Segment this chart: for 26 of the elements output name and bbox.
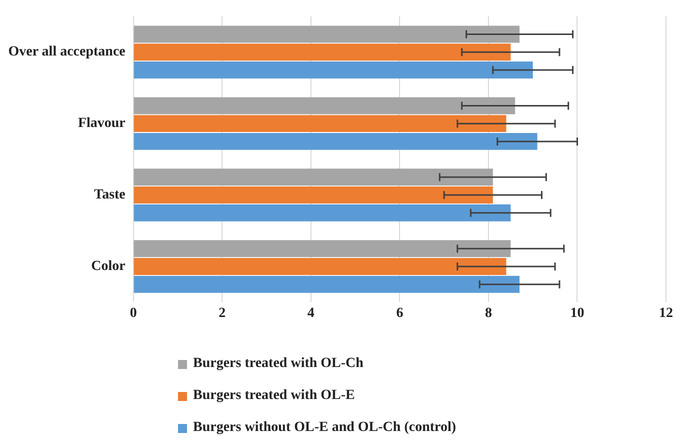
x-tick-label: 8 — [484, 306, 492, 322]
x-tick-label: 4 — [307, 306, 314, 322]
bar — [134, 168, 493, 186]
y-tick-label: Taste — [94, 188, 126, 203]
x-tick-label: 10 — [570, 306, 584, 322]
x-tick-label: 2 — [218, 306, 226, 322]
bar — [134, 258, 506, 275]
bar — [134, 62, 533, 78]
x-tick-label: 6 — [396, 306, 404, 322]
bar — [134, 276, 520, 293]
bar — [134, 240, 511, 258]
bar — [134, 132, 538, 150]
y-tick-label: Flavour — [78, 116, 126, 132]
y-tick-label: Over all acceptance — [8, 44, 126, 60]
bar — [134, 97, 516, 114]
x-tick-label: 12 — [659, 306, 673, 322]
legend-label: Burgers treated with OL-Ch — [193, 356, 364, 372]
x-tick-label: 0 — [130, 306, 137, 322]
legend-label: Burgers treated with OL-E — [193, 388, 355, 404]
legend-label: Burgers without OL-E and OL-Ch (control) — [193, 420, 456, 436]
y-tick-label: Color — [91, 259, 126, 274]
bar — [134, 26, 520, 43]
bar — [134, 115, 506, 132]
bar — [134, 44, 511, 61]
bar — [134, 204, 511, 222]
bar — [134, 186, 493, 204]
